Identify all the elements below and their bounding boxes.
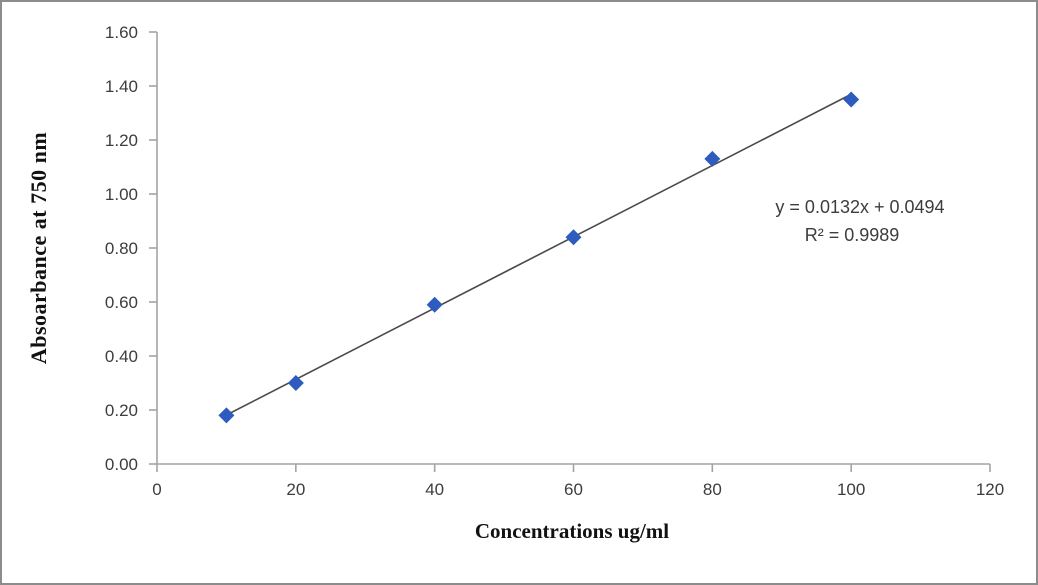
x-tick-label: 0 bbox=[152, 480, 161, 499]
x-tick-label: 120 bbox=[976, 480, 1004, 499]
data-point-marker bbox=[287, 375, 304, 391]
y-tick-label: 0.00 bbox=[105, 455, 138, 474]
x-tick-label: 100 bbox=[837, 480, 865, 499]
data-point-marker bbox=[565, 229, 582, 246]
data-point-marker bbox=[704, 150, 721, 167]
x-tick-label: 80 bbox=[703, 480, 722, 499]
y-tick-label: 1.40 bbox=[105, 77, 138, 96]
axes bbox=[149, 31, 991, 472]
y-axis-title: Absoarbance at 750 nm bbox=[26, 132, 51, 364]
data-point-marker bbox=[843, 91, 860, 108]
trendline bbox=[226, 93, 852, 416]
data-point-marker bbox=[426, 296, 443, 313]
data-points bbox=[218, 91, 860, 424]
y-tick-label: 1.20 bbox=[105, 131, 138, 150]
x-tick-labels: 0 20 40 60 80 100 120 bbox=[152, 480, 1004, 499]
y-tick-label: 1.60 bbox=[105, 23, 138, 42]
trendline-segment bbox=[226, 93, 852, 416]
y-tick-label: 0.80 bbox=[105, 239, 138, 258]
x-tick-label: 40 bbox=[425, 480, 444, 499]
y-tick-label: 0.60 bbox=[105, 293, 138, 312]
y-tick-label: 0.20 bbox=[105, 401, 138, 420]
x-axis-title: Concentrations ug/ml bbox=[475, 519, 669, 543]
y-tick-labels: 0.00 0.20 0.40 0.60 0.80 1.00 1.20 1.40 1.60 bbox=[105, 23, 138, 474]
y-tick-label: 0.40 bbox=[105, 347, 138, 366]
x-tick-label: 20 bbox=[286, 480, 305, 499]
data-point-marker bbox=[218, 407, 235, 424]
trendline-equation: y = 0.0132x + 0.0494 bbox=[775, 197, 944, 217]
r-squared-value: R² = 0.9989 bbox=[805, 225, 900, 245]
x-tick-label: 60 bbox=[564, 480, 583, 499]
y-tick-label: 1.00 bbox=[105, 185, 138, 204]
